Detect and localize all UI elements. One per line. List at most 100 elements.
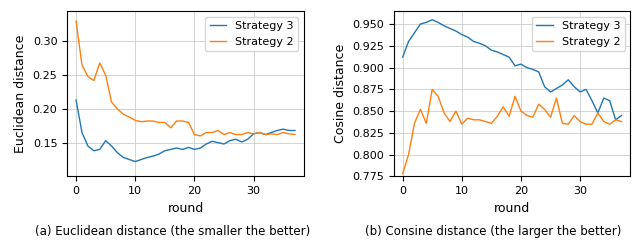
Strategy 2: [184, 121, 192, 124]
Strategy 3: [78, 131, 86, 134]
Strategy 3: [411, 31, 419, 34]
Strategy 3: [72, 99, 80, 102]
Strategy 2: [523, 114, 531, 117]
Strategy 2: [167, 126, 175, 129]
Strategy 3: [268, 131, 275, 134]
Strategy 3: [576, 90, 584, 93]
Strategy 3: [440, 24, 448, 27]
Strategy 3: [179, 148, 186, 151]
Strategy 2: [458, 123, 466, 126]
Line: Strategy 2: Strategy 2: [403, 89, 621, 174]
Strategy 3: [226, 139, 234, 142]
Strategy 2: [196, 135, 204, 137]
Strategy 3: [279, 128, 287, 131]
Legend: Strategy 3, Strategy 2: Strategy 3, Strategy 2: [205, 17, 298, 51]
Strategy 2: [446, 120, 454, 123]
Strategy 2: [90, 79, 98, 82]
Strategy 3: [167, 148, 175, 151]
Strategy 2: [411, 122, 419, 125]
Strategy 2: [125, 116, 133, 119]
Strategy 3: [506, 56, 513, 59]
Strategy 3: [452, 30, 460, 33]
Strategy 3: [131, 160, 139, 163]
Strategy 2: [404, 153, 412, 156]
Strategy 2: [552, 97, 560, 99]
Y-axis label: Euclidean distance: Euclidean distance: [14, 35, 27, 153]
Strategy 2: [612, 118, 620, 121]
Strategy 2: [268, 132, 275, 135]
Strategy 3: [291, 129, 299, 132]
Strategy 3: [149, 155, 157, 158]
Strategy 2: [470, 118, 477, 121]
Strategy 3: [446, 27, 454, 30]
Strategy 3: [102, 139, 109, 142]
Strategy 2: [78, 63, 86, 66]
Strategy 3: [482, 44, 490, 47]
Strategy 3: [96, 148, 104, 151]
Strategy 2: [511, 95, 519, 98]
Strategy 3: [541, 85, 548, 88]
Strategy 2: [208, 131, 216, 134]
Strategy 2: [435, 95, 442, 98]
Strategy 2: [285, 132, 293, 135]
Strategy 3: [618, 114, 625, 117]
Legend: Strategy 3, Strategy 2: Strategy 3, Strategy 2: [532, 17, 625, 51]
Strategy 2: [428, 88, 436, 91]
Strategy 3: [202, 143, 210, 146]
Strategy 3: [529, 68, 536, 71]
Strategy 3: [417, 23, 424, 25]
Strategy 2: [143, 120, 151, 122]
Strategy 3: [285, 129, 293, 132]
Strategy 3: [238, 140, 246, 143]
Line: Strategy 3: Strategy 3: [403, 20, 621, 120]
Strategy 2: [273, 133, 281, 136]
Strategy 3: [488, 49, 495, 52]
Strategy 2: [476, 118, 483, 121]
Strategy 3: [220, 143, 228, 146]
Strategy 3: [125, 158, 133, 161]
Strategy 3: [173, 147, 180, 149]
Strategy 2: [452, 110, 460, 113]
Strategy 2: [138, 120, 145, 123]
Strategy 2: [529, 116, 536, 119]
Strategy 2: [173, 120, 180, 122]
Strategy 2: [72, 20, 80, 23]
Strategy 3: [606, 99, 614, 102]
Strategy 3: [517, 63, 525, 66]
Strategy 2: [244, 131, 252, 134]
Strategy 2: [155, 121, 163, 124]
Strategy 2: [600, 120, 607, 123]
Line: Strategy 3: Strategy 3: [76, 100, 295, 161]
X-axis label: round: round: [494, 202, 530, 215]
Strategy 3: [612, 118, 620, 121]
Strategy 2: [131, 119, 139, 122]
Strategy 2: [262, 133, 269, 136]
Strategy 2: [291, 133, 299, 136]
Strategy 2: [220, 133, 228, 136]
Strategy 2: [255, 131, 263, 134]
Line: Strategy 2: Strategy 2: [76, 21, 295, 136]
X-axis label: round: round: [168, 202, 204, 215]
Strategy 2: [594, 111, 602, 114]
Strategy 2: [488, 122, 495, 125]
Strategy 2: [582, 123, 590, 126]
Strategy 2: [606, 123, 614, 126]
Strategy 3: [161, 149, 169, 152]
Strategy 3: [570, 85, 578, 88]
Strategy 3: [196, 147, 204, 149]
Strategy 3: [84, 145, 92, 147]
Strategy 3: [399, 56, 406, 59]
Strategy 2: [226, 131, 234, 134]
Strategy 3: [262, 133, 269, 136]
Strategy 2: [559, 122, 566, 125]
Strategy 3: [552, 87, 560, 90]
Strategy 3: [404, 40, 412, 43]
Strategy 2: [214, 129, 222, 132]
Strategy 3: [594, 111, 602, 114]
Strategy 3: [155, 153, 163, 156]
Strategy 2: [114, 107, 122, 110]
Strategy 3: [138, 158, 145, 161]
Strategy 3: [255, 131, 263, 134]
Strategy 3: [232, 138, 239, 141]
Strategy 3: [428, 18, 436, 21]
